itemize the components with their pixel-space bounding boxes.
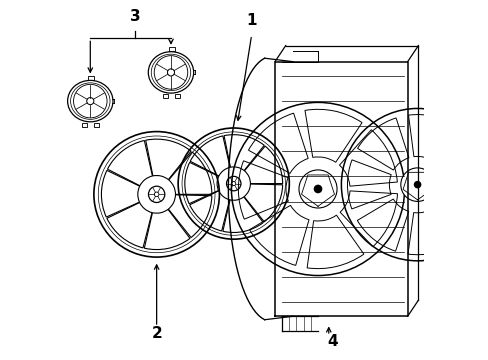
- Bar: [169, 47, 175, 51]
- Circle shape: [400, 168, 433, 201]
- Text: 1: 1: [246, 13, 256, 28]
- Bar: [175, 94, 179, 98]
- Bar: [88, 76, 94, 80]
- Bar: [163, 94, 167, 98]
- Bar: [82, 123, 87, 127]
- Circle shape: [413, 181, 421, 188]
- Text: 3: 3: [129, 9, 140, 24]
- Circle shape: [313, 185, 322, 193]
- Text: 4: 4: [326, 334, 337, 348]
- Circle shape: [298, 170, 336, 208]
- Bar: [94, 123, 99, 127]
- Text: 2: 2: [151, 327, 162, 341]
